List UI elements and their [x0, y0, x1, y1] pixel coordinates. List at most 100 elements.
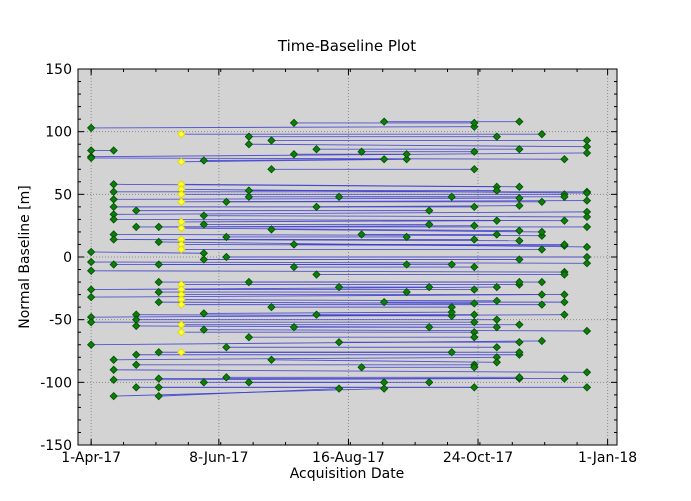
acquisition-point — [582, 212, 592, 222]
baseline-connection — [158, 225, 475, 228]
x-tick-label: 16-Aug-17 — [312, 450, 385, 466]
acquisition-point — [132, 222, 141, 232]
acquisition-point — [582, 242, 592, 252]
acquisition-points — [86, 117, 592, 401]
acquisition-point — [334, 338, 344, 347]
reference-point — [177, 130, 186, 139]
acquisition-point — [537, 277, 547, 287]
acquisition-point — [244, 333, 254, 342]
acquisition-point — [425, 220, 434, 229]
acquisition-point — [402, 155, 411, 164]
acquisition-point — [109, 146, 118, 155]
acquisition-point — [470, 383, 479, 392]
x-tick-label: 8-Jun-17 — [189, 450, 248, 466]
acquisition-point — [132, 206, 141, 215]
baseline-connection — [91, 157, 565, 160]
baseline-connection — [158, 388, 340, 397]
acquisition-point — [515, 338, 524, 347]
x-axis-title: Acquisition Date — [290, 466, 405, 482]
reference-point — [177, 300, 186, 309]
acquisition-point — [560, 270, 569, 279]
acquisition-point — [425, 282, 434, 292]
acquisition-point — [154, 374, 163, 383]
reference-point — [177, 197, 186, 207]
acquisition-point — [492, 282, 501, 292]
acquisition-point — [267, 302, 276, 312]
acquisition-point — [334, 384, 344, 393]
baseline-connection — [91, 152, 587, 158]
reference-points — [177, 130, 186, 357]
acquisition-point — [199, 309, 208, 318]
baseline-connection — [113, 211, 587, 215]
reference-point — [177, 157, 186, 166]
acquisition-point — [86, 318, 96, 327]
baseline-connection — [181, 299, 497, 302]
acquisition-point — [447, 348, 456, 357]
baseline-connection — [91, 251, 204, 254]
acquisition-point — [515, 320, 524, 329]
acquisition-point — [154, 391, 163, 401]
baseline-connection — [203, 311, 452, 314]
acquisition-point — [132, 350, 141, 359]
reference-point — [177, 245, 186, 254]
acquisition-point — [312, 202, 321, 212]
acquisition-point — [222, 232, 231, 242]
acquisition-point — [109, 215, 118, 224]
baseline-connection — [316, 205, 520, 208]
acquisition-point — [560, 192, 569, 202]
acquisition-point — [379, 384, 389, 393]
acquisition-point — [470, 285, 479, 294]
acquisition-point — [515, 145, 524, 154]
acquisition-point — [515, 255, 524, 264]
acquisition-point — [154, 277, 163, 287]
baseline-connection — [203, 329, 587, 332]
acquisition-point — [470, 299, 479, 308]
acquisition-point — [267, 225, 276, 234]
acquisition-point — [222, 252, 231, 262]
acquisition-point — [515, 226, 524, 235]
baseline-connection — [113, 233, 542, 237]
acquisition-point — [537, 300, 547, 309]
y-tick-label: 150 — [45, 62, 72, 78]
baseline-connection — [203, 215, 587, 218]
acquisition-point — [492, 343, 501, 352]
acquisition-point — [515, 201, 524, 210]
acquisition-point — [537, 290, 547, 299]
acquisition-point — [109, 260, 118, 269]
acquisition-point — [199, 211, 208, 220]
baseline-connection — [113, 369, 587, 373]
x-tick-label: 24-Oct-17 — [443, 450, 513, 466]
acquisition-point — [582, 326, 592, 336]
acquisition-point — [582, 148, 592, 158]
acquisition-point — [199, 156, 208, 165]
acquisition-point — [470, 118, 479, 128]
acquisition-point — [582, 136, 592, 145]
acquisition-point — [379, 155, 389, 164]
baseline-connection — [181, 183, 520, 188]
acquisition-point — [86, 257, 96, 267]
acquisition-point — [357, 147, 366, 156]
acquisition-point — [492, 323, 501, 332]
acquisition-point — [312, 310, 321, 319]
baseline-connection — [91, 314, 565, 318]
acquisition-point — [447, 260, 456, 269]
acquisition-point — [582, 383, 592, 392]
acquisition-point — [154, 348, 163, 357]
acquisition-point — [470, 147, 479, 156]
acquisition-point — [154, 383, 163, 392]
acquisition-point — [492, 296, 501, 306]
acquisition-point — [582, 252, 592, 262]
acquisition-point — [222, 373, 231, 382]
acquisition-point — [154, 222, 163, 232]
acquisition-point — [86, 340, 96, 349]
acquisition-point — [199, 325, 208, 334]
acquisition-point — [86, 292, 96, 302]
acquisition-point — [515, 277, 524, 287]
acquisition-point — [154, 297, 163, 307]
baseline-connection — [113, 356, 497, 361]
acquisition-point — [402, 260, 411, 269]
acquisition-point — [560, 374, 569, 383]
acquisition-point — [402, 150, 411, 159]
baseline-connection — [248, 143, 587, 148]
y-tick-label: -50 — [49, 313, 72, 329]
